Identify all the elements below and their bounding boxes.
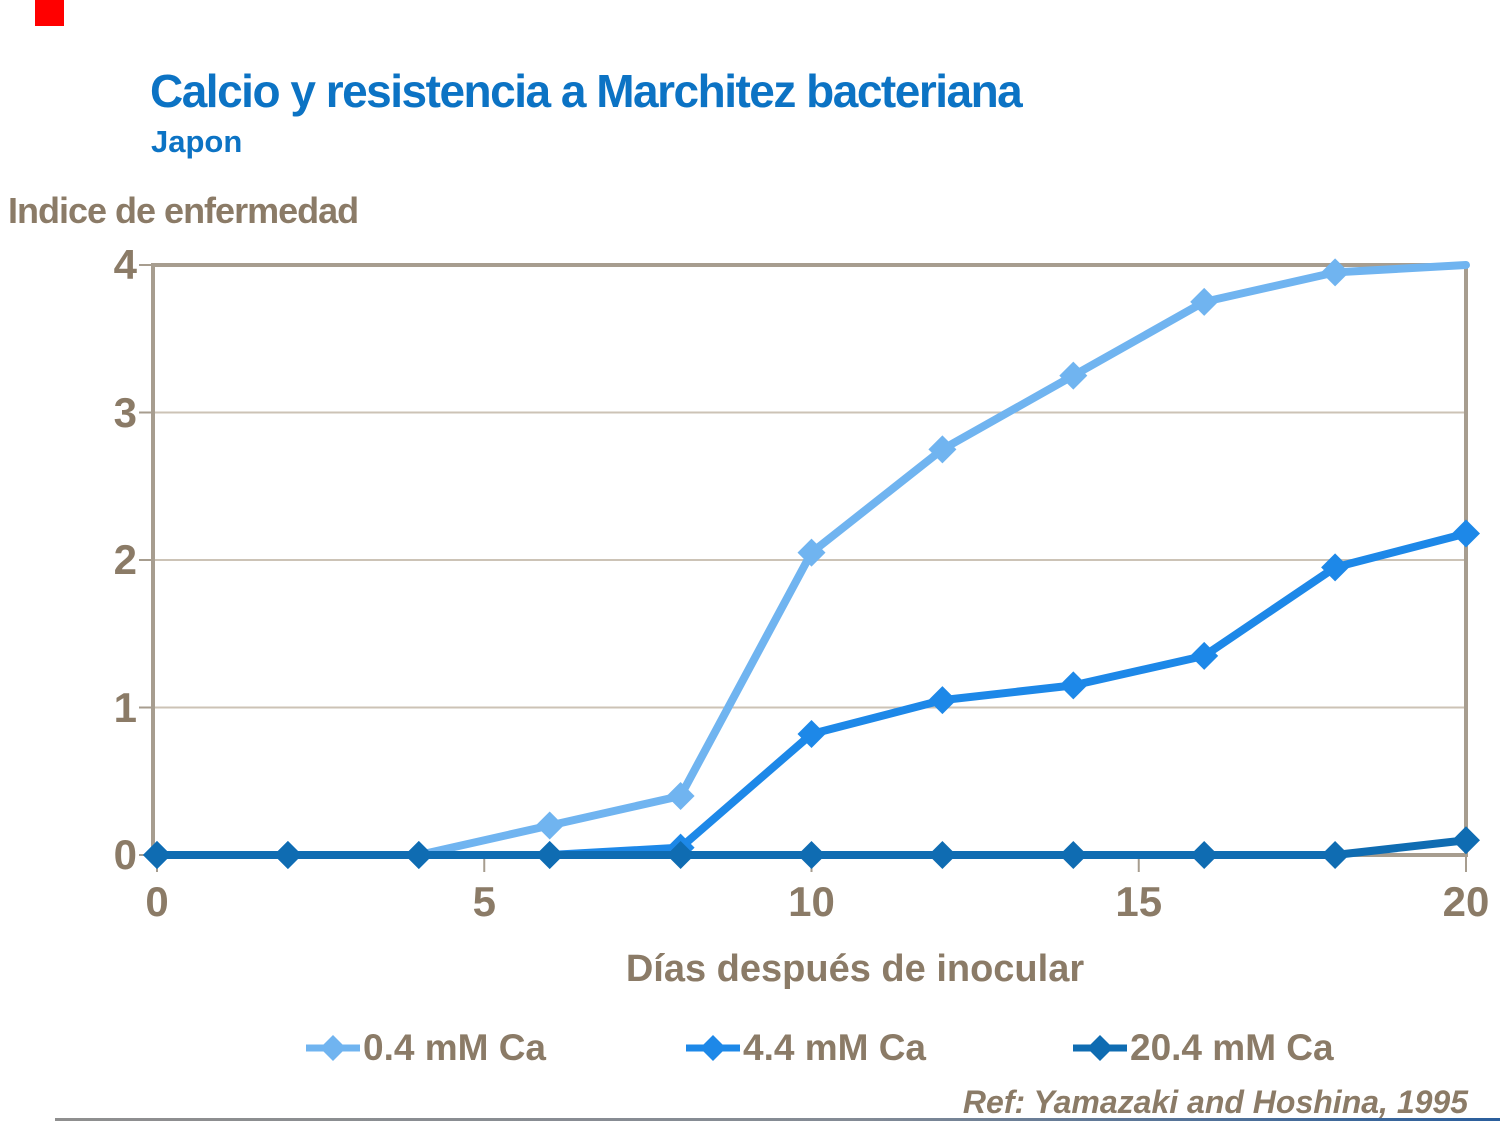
legend-marker-icon: [306, 1035, 360, 1061]
chart-legend: 0.4 mM Ca 4.4 mM Ca 20.4 mM Ca: [0, 1022, 1500, 1074]
data-point-marker: [1059, 671, 1088, 700]
x-tick-label: 10: [788, 878, 835, 925]
legend-item-4.4mM: 4.4 mM Ca: [685, 1022, 926, 1074]
x-axis-title: Días después de inocular: [625, 948, 1085, 990]
legend-marker-shape: [1087, 1035, 1113, 1061]
data-point-marker: [535, 811, 564, 840]
data-point-marker: [1190, 287, 1219, 316]
x-tick-label: 15: [1115, 878, 1163, 925]
legend-marker-shape: [320, 1035, 346, 1061]
x-tick-label: 20: [1442, 878, 1490, 925]
legend-marker-icon: [686, 1035, 740, 1061]
data-point-marker: [1059, 841, 1088, 869]
data-point-marker: [797, 720, 826, 749]
red-corner-marker: [35, 0, 64, 26]
data-point-marker: [535, 841, 564, 869]
data-point-marker: [1190, 841, 1219, 869]
data-point-marker: [797, 841, 826, 869]
legend-item-0.4mM: 0.4 mM Ca: [305, 1022, 546, 1074]
legend-marker-icon: [1073, 1035, 1127, 1061]
chart-title: Calcio y resistencia a Marchitez bacteri…: [150, 65, 1023, 117]
series-line-4.4 mM Ca: [153, 529, 1470, 859]
y-tick-label: 2: [113, 536, 137, 583]
reference-citation: Ref: Yamazaki and Hoshina, 1995: [962, 1084, 1468, 1120]
data-point-marker: [273, 841, 302, 869]
legend-label: 0.4 mM Ca: [363, 1027, 547, 1068]
y-axis-title: Indice de enfermedad: [8, 190, 359, 231]
data-point-marker: [928, 841, 957, 869]
data-point-marker: [1452, 826, 1480, 855]
data-point-marker: [797, 538, 826, 567]
data-point-marker: [928, 686, 957, 715]
data-point-marker: [1452, 519, 1480, 548]
data-point-marker: [1190, 641, 1219, 670]
data-point-marker: [1321, 841, 1350, 869]
y-tick-label: 1: [113, 683, 137, 731]
chart-subtitle: Japon: [151, 124, 243, 159]
legend-marker-shape: [700, 1035, 726, 1061]
data-point-marker: [404, 841, 433, 869]
y-tick-label: 4: [113, 241, 137, 288]
x-tick-label: 5: [472, 878, 496, 925]
data-point-marker: [1321, 258, 1350, 287]
y-tick-label: 0: [113, 831, 137, 878]
data-point-marker: [1321, 553, 1350, 582]
data-point-marker: [1059, 361, 1088, 390]
x-tick-label: 0: [145, 878, 169, 925]
legend-label: 20.4 mM Ca: [1130, 1027, 1334, 1068]
y-tick-label: 3: [113, 388, 137, 436]
data-point-marker: [928, 435, 957, 464]
bottom-divider-line: [55, 1118, 1500, 1121]
legend-item-20.4mM: 20.4 mM Ca: [1072, 1022, 1334, 1074]
data-point-marker: [143, 841, 171, 869]
data-point-marker: [666, 841, 695, 869]
legend-label: 4.4 mM Ca: [743, 1027, 927, 1068]
data-point-marker: [666, 782, 695, 810]
